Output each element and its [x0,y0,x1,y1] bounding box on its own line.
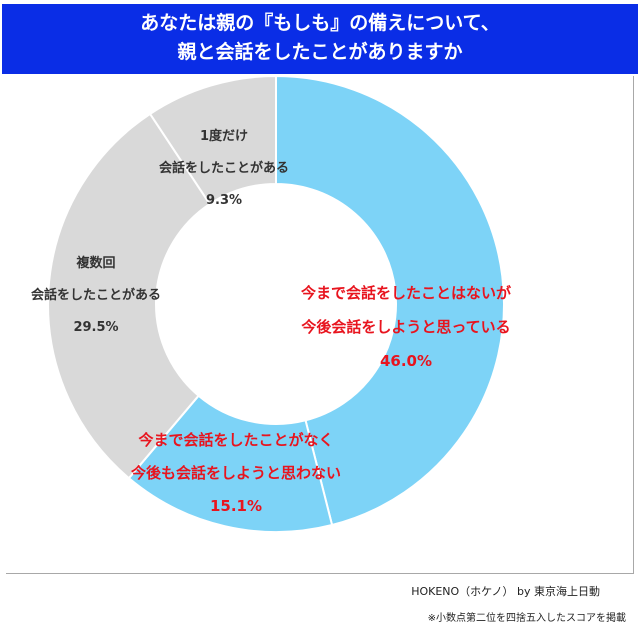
slice-1-label-line-2: 今後会話をしようと思っている [300,318,510,336]
slice-2-label-line-2: 今後も会話をしようと思わない [130,464,341,482]
slice-3-label-line-2: 会話をしたことがある [31,287,161,303]
chart-frame: 今まで会話をしたことはないが 今後会話をしようと思っている 46.0% 今まで会話をし… [6,76,634,574]
slice-1-label-line-1: 今まで会話をしたことはないが [300,284,512,302]
source-credit: HOKENO（ホケノ） by 東京海上日動 [411,585,600,598]
donut-slice-2 [127,394,334,533]
slice-2-value-label: 15.1% [210,497,262,515]
slice-1-value-label: 46.0% [380,352,432,370]
slice-4-label-line-2: 会話をしたことがある [159,160,289,176]
rounding-footnote: ※小数点第二位を四捨五入したスコアを掲載 [427,613,626,624]
donut-slice-1 [275,76,505,527]
slice-3-label-line-1: 複数回 [75,255,115,271]
slice-4-label-line-1: 1度だけ [200,128,248,144]
slice-4-value-label: 9.3% [206,193,242,208]
slice-2-label-line-1: 今まで会話をしたことがなく [137,431,333,449]
donut-slice-4 [148,76,277,206]
chart-title-line-1: あなたは親の『もしも』の備えについて、 [140,12,500,34]
chart-title: あなたは親の『もしも』の備えについて、 親と会話をしたことがありますか [2,4,638,74]
donut-slice-3 [47,112,212,480]
slice-3-value-label: 29.5% [73,320,118,335]
chart-title-line-2: 親と会話をしたことがありますか [177,41,463,63]
